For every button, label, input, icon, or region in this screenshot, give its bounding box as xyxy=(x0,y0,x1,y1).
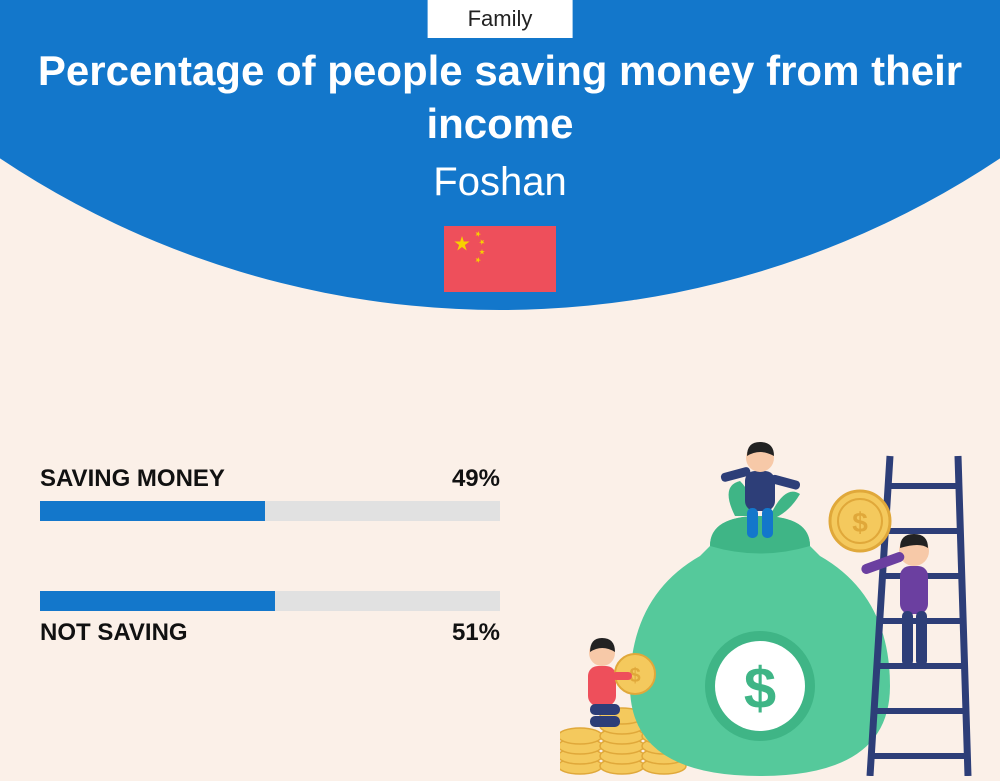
country-flag xyxy=(444,226,556,292)
svg-text:$: $ xyxy=(852,507,868,538)
page-subtitle: Foshan xyxy=(0,160,1000,205)
bar-value: 49% xyxy=(452,465,500,493)
bar-label: SAVING MONEY xyxy=(40,465,225,493)
bar-fill xyxy=(40,591,275,611)
savings-illustration: $$$ xyxy=(560,416,980,776)
bar-track xyxy=(40,501,500,521)
bar-track xyxy=(40,591,500,611)
bar-label: NOT SAVING xyxy=(40,619,188,647)
bar-value: 51% xyxy=(452,619,500,647)
category-tag: Family xyxy=(428,0,573,38)
bars-container: SAVING MONEY 49% NOT SAVING 51% xyxy=(40,465,500,717)
page-title: Percentage of people saving money from t… xyxy=(0,45,1000,150)
bar-group: NOT SAVING 51% xyxy=(40,591,500,647)
bar-fill xyxy=(40,501,265,521)
bar-group: SAVING MONEY 49% xyxy=(40,465,500,521)
svg-text:$: $ xyxy=(744,656,776,721)
